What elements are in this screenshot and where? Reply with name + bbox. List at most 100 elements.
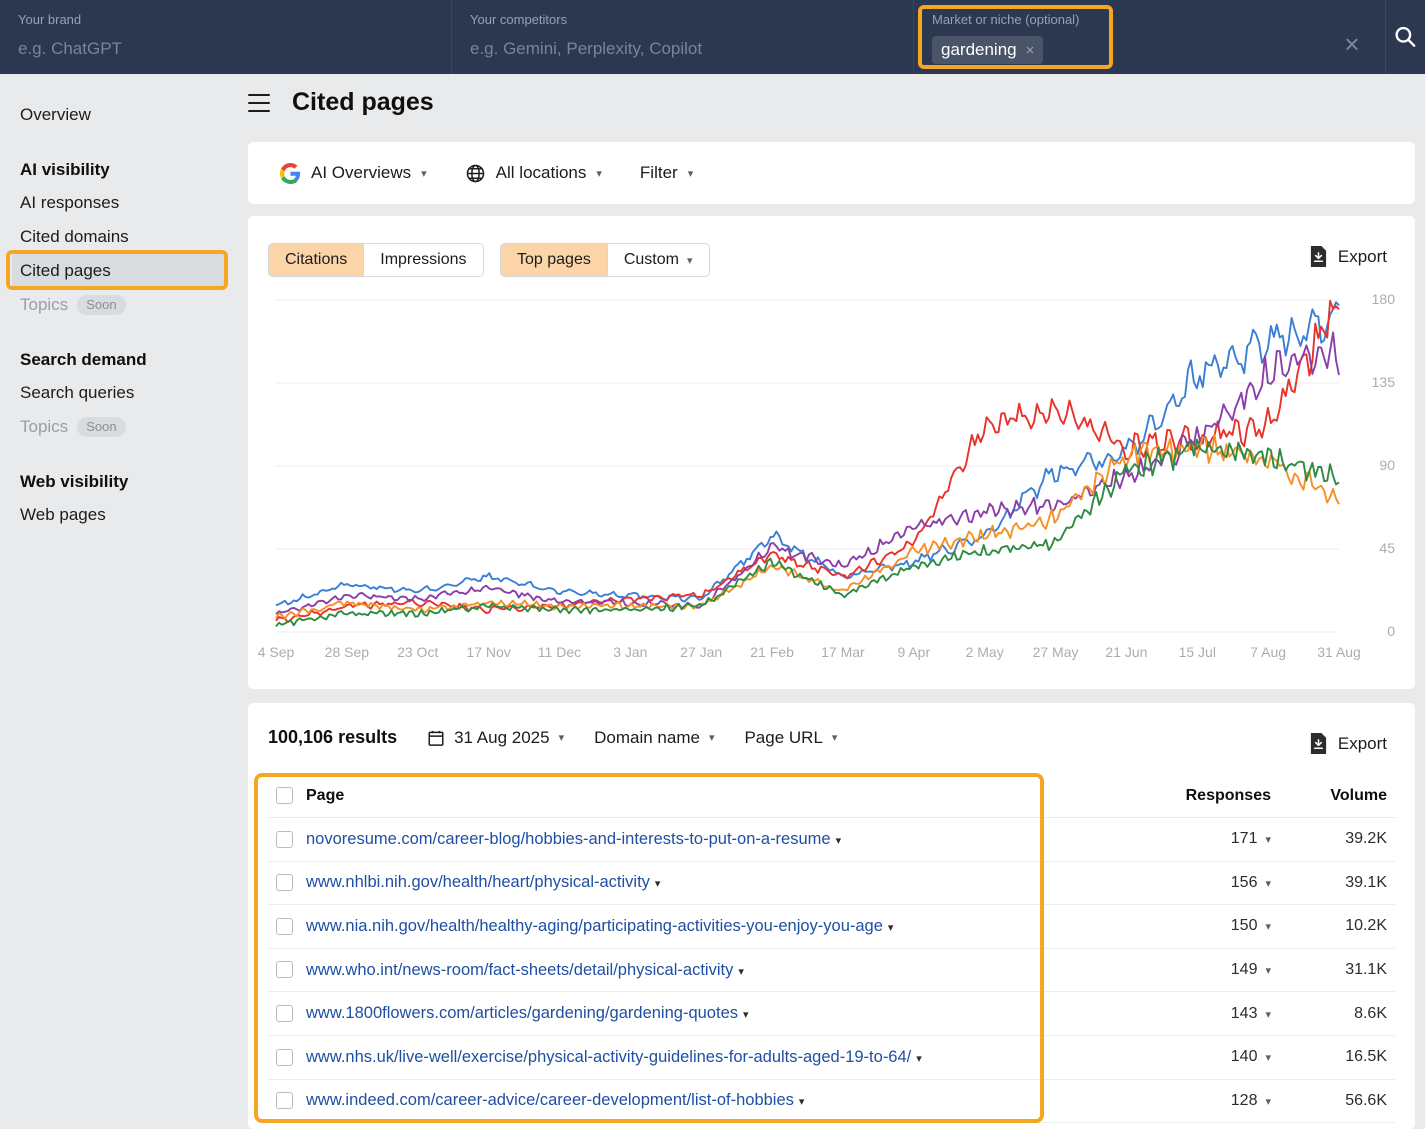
chevron-down-icon[interactable]: ▾ <box>1265 1008 1271 1021</box>
row-select-cell <box>268 817 306 862</box>
page-link[interactable]: www.nhs.uk/live-well/exercise/physical-a… <box>306 1047 912 1066</box>
chevron-down-icon[interactable]: ▾ <box>738 965 744 978</box>
chevron-down-icon[interactable]: ▾ <box>1265 965 1271 978</box>
chevron-down-icon[interactable]: ▾ <box>1265 877 1271 890</box>
select-all-checkbox[interactable] <box>276 787 293 805</box>
column-header-volume[interactable]: Volume <box>1285 777 1395 818</box>
column-header-page[interactable]: Page <box>306 777 1135 818</box>
table-row[interactable]: www.who.int/news-room/fact-sheets/detail… <box>268 948 1395 993</box>
row-checkbox[interactable] <box>276 917 293 935</box>
row-checkbox[interactable] <box>276 830 293 848</box>
table-row[interactable]: www.nia.nih.gov/health/healthy-aging/par… <box>268 904 1395 949</box>
page-link[interactable]: www.nhlbi.nih.gov/health/heart/physical-… <box>306 873 650 892</box>
clear-all-icon[interactable]: × <box>1344 29 1360 59</box>
search-icon[interactable] <box>1392 24 1418 50</box>
row-volume-cell: 8.6K <box>1285 991 1395 1036</box>
volume-value: 31.1K <box>1345 961 1387 979</box>
x-tick-label: 9 Apr <box>897 644 931 660</box>
chevron-down-icon[interactable]: ▾ <box>1265 1052 1271 1065</box>
x-tick-label: 23 Oct <box>397 644 439 660</box>
sidebar-item-cited-pages[interactable]: Cited pages <box>12 254 228 288</box>
responses-value: 156 <box>1230 873 1258 891</box>
chevron-down-icon[interactable]: ▾ <box>916 1052 922 1065</box>
chevron-down-icon[interactable]: ▾ <box>654 878 661 891</box>
toggle-top-pages[interactable]: Top pages <box>501 244 608 276</box>
y-tick-label: 0 <box>1387 623 1395 639</box>
ai-overviews-dropdown[interactable]: AI Overviews ▾ <box>280 162 427 184</box>
download-icon <box>1310 733 1326 754</box>
row-checkbox[interactable] <box>276 1004 293 1022</box>
row-select-cell <box>268 1035 306 1080</box>
row-checkbox[interactable] <box>276 1092 293 1110</box>
competitors-field[interactable]: Your competitors e.g. Gemini, Perplexity… <box>452 0 914 74</box>
table-row[interactable]: www.1800flowers.com/articles/gardening/g… <box>268 991 1395 1036</box>
page-link[interactable]: novoresume.com/career-blog/hobbies-and-i… <box>306 829 831 848</box>
chevron-down-icon[interactable]: ▾ <box>1265 834 1271 847</box>
page-link[interactable]: www.indeed.com/career-advice/career-deve… <box>306 1091 794 1110</box>
page-url-dropdown[interactable]: Page URL ▾ <box>744 728 837 748</box>
select-all-cell <box>268 777 306 818</box>
row-responses-cell: 149 ▾ <box>1135 948 1285 993</box>
export-results-label: Export <box>1337 733 1387 753</box>
results-toolbar: 100,106 results 31 Aug 2025 ▾ Domain nam… <box>248 703 1415 748</box>
row-checkbox[interactable] <box>276 874 293 892</box>
competitors-input-placeholder[interactable]: e.g. Gemini, Perplexity, Copilot <box>470 39 703 58</box>
toggle-citations[interactable]: Citations <box>269 244 365 276</box>
volume-value: 8.6K <box>1354 1004 1387 1022</box>
sidebar-item-search-queries[interactable]: Search queries <box>20 383 135 402</box>
toggle-custom[interactable]: Custom ▾ <box>607 244 709 276</box>
x-tick-label: 3 Jan <box>613 644 648 660</box>
domain-name-dropdown[interactable]: Domain name ▾ <box>594 728 714 748</box>
brand-input-placeholder[interactable]: e.g. ChatGPT <box>18 39 122 58</box>
results-count: 100,106 results <box>268 727 398 747</box>
table-row[interactable]: novoresume.com/career-blog/hobbies-and-i… <box>268 817 1395 862</box>
table-row[interactable]: www.nhlbi.nih.gov/health/heart/physical-… <box>268 861 1395 906</box>
sidebar-item-ai-responses[interactable]: AI responses <box>20 193 120 212</box>
sidebar-item-cited-pages-wrap: Cited pages <box>0 250 240 290</box>
sidebar-item-cited-domains[interactable]: Cited domains <box>20 227 129 246</box>
table-row[interactable]: www.nhs.uk/live-well/exercise/physical-a… <box>268 1035 1395 1080</box>
table-row[interactable]: www.indeed.com/career-advice/career-deve… <box>268 1079 1395 1124</box>
export-results-button[interactable]: Export <box>1309 733 1387 754</box>
row-select-cell <box>268 1079 306 1124</box>
export-chart-button[interactable]: Export <box>1309 246 1387 267</box>
chevron-down-icon[interactable]: ▾ <box>835 834 842 847</box>
page-link[interactable]: www.who.int/news-room/fact-sheets/detail… <box>306 960 734 979</box>
sidebar-item-web-pages[interactable]: Web pages <box>20 505 106 524</box>
domain-name-label: Domain name <box>594 727 700 747</box>
chevron-down-icon: ▾ <box>558 732 565 744</box>
close-icon[interactable]: × <box>1025 41 1035 59</box>
toggle-impressions[interactable]: Impressions <box>364 244 483 276</box>
responses-value: 128 <box>1230 1091 1258 1109</box>
chevron-down-icon[interactable]: ▾ <box>887 921 894 934</box>
volume-value: 39.1K <box>1345 873 1387 891</box>
volume-value: 10.2K <box>1345 917 1387 935</box>
locations-dropdown[interactable]: All locations ▾ <box>465 163 602 184</box>
chevron-down-icon[interactable]: ▾ <box>798 1096 805 1109</box>
row-responses-cell: 156 ▾ <box>1135 861 1285 906</box>
soon-badge: Soon <box>77 295 126 315</box>
chevron-down-icon[interactable]: ▾ <box>1265 1095 1271 1108</box>
column-header-responses[interactable]: Responses <box>1135 777 1285 818</box>
x-tick-label: 17 Nov <box>466 644 511 660</box>
row-page-cell: www.nhlbi.nih.gov/health/heart/physical-… <box>306 861 1135 906</box>
x-tick-label: 21 Feb <box>750 644 794 660</box>
filter-dropdown[interactable]: Filter ▾ <box>640 163 693 183</box>
chevron-down-icon[interactable]: ▾ <box>1265 921 1271 934</box>
niche-field[interactable]: Market or niche (optional) gardening × <box>914 0 1294 74</box>
chevron-down-icon[interactable]: ▾ <box>743 1009 749 1022</box>
niche-chip[interactable]: gardening × <box>932 36 1044 64</box>
row-checkbox[interactable] <box>276 1048 293 1066</box>
sidebar-item-overview[interactable]: Overview <box>20 105 91 124</box>
x-tick-label: 2 May <box>965 644 1004 660</box>
hamburger-icon[interactable] <box>248 93 270 112</box>
chart-line-series-orange <box>275 434 1340 620</box>
brand-field[interactable]: Your brand e.g. ChatGPT <box>0 0 452 74</box>
page-link[interactable]: www.1800flowers.com/articles/gardening/g… <box>306 1004 738 1023</box>
competitors-label: Your competitors <box>470 12 568 27</box>
row-volume-cell: 31.1K <box>1285 948 1395 993</box>
date-dropdown[interactable]: 31 Aug 2025 ▾ <box>427 728 564 748</box>
sidebar-heading-web-visibility: Web visibility <box>20 472 129 491</box>
row-checkbox[interactable] <box>276 961 293 979</box>
page-link[interactable]: www.nia.nih.gov/health/healthy-aging/par… <box>306 916 883 935</box>
